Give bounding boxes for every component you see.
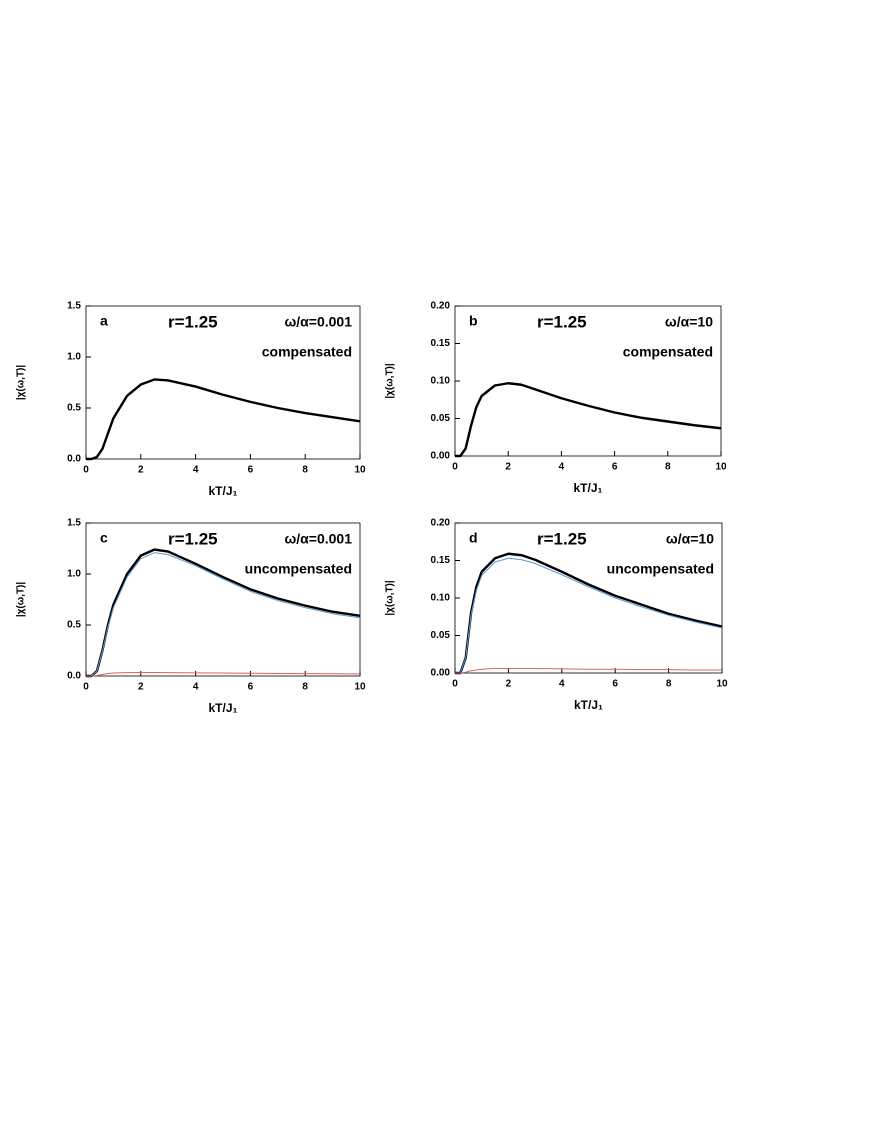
panel-label: c <box>100 530 108 546</box>
x-tick-label: 4 <box>559 679 565 690</box>
x-tick-label: 8 <box>302 682 308 693</box>
x-tick-label: 2 <box>138 465 144 476</box>
y-tick-label: 0.10 <box>431 593 451 604</box>
series-line <box>455 668 722 674</box>
y-tick-label: 1.5 <box>67 518 81 529</box>
y-axis-label: |χ(ω,T)| <box>385 363 396 399</box>
plot-frame <box>85 305 361 460</box>
y-axis-label: |χ(ω,T)| <box>385 580 396 616</box>
y-tick-label: 1.5 <box>67 301 81 312</box>
y-tick-label: 0.20 <box>431 301 451 312</box>
annotation: ω/α=0.001 <box>284 314 352 330</box>
x-tick-label: 10 <box>716 679 728 690</box>
y-tick-label: 0.00 <box>431 451 451 462</box>
x-axis-label: kT/J₁ <box>209 701 238 715</box>
x-tick-label: 8 <box>665 462 671 473</box>
y-tick-label: 0.00 <box>431 668 451 679</box>
x-tick-label: 10 <box>715 462 727 473</box>
series-line <box>455 382 722 458</box>
annotation: r=1.25 <box>537 312 587 331</box>
annotation: r=1.25 <box>168 312 218 331</box>
x-tick-label: 4 <box>193 682 199 693</box>
x-tick-label: 2 <box>506 679 512 690</box>
annotation: uncompensated <box>607 561 714 577</box>
annotation: uncompensated <box>245 561 352 577</box>
y-tick-label: 0.15 <box>431 555 451 566</box>
x-tick-label: 6 <box>248 682 254 693</box>
x-tick-label: 4 <box>559 462 565 473</box>
x-tick-label: 2 <box>505 462 511 473</box>
x-tick-label: 6 <box>612 679 618 690</box>
series-line <box>86 672 361 677</box>
y-tick-label: 0.05 <box>431 413 451 424</box>
x-axis-label: kT/J₁ <box>574 481 603 495</box>
annotation: r=1.25 <box>537 529 587 548</box>
annotation: compensated <box>623 344 713 360</box>
y-axis-label: |χ(ω,T)| <box>16 365 27 401</box>
y-tick-label: 1.0 <box>67 569 81 580</box>
panel-label: a <box>100 313 108 329</box>
y-tick-label: 0.15 <box>431 338 451 349</box>
y-tick-label: 0.10 <box>431 376 451 387</box>
panel-label: b <box>469 313 478 329</box>
x-tick-label: 8 <box>302 465 308 476</box>
x-tick-label: 2 <box>138 682 144 693</box>
x-tick-label: 4 <box>193 465 199 476</box>
x-tick-label: 10 <box>354 465 366 476</box>
y-tick-label: 0.20 <box>431 518 451 529</box>
x-tick-label: 6 <box>612 462 618 473</box>
annotation: ω/α=10 <box>665 314 713 330</box>
annotation: ω/α=10 <box>666 531 714 547</box>
panel-label: d <box>469 530 478 546</box>
annotation: r=1.25 <box>168 529 218 548</box>
plot-frame <box>85 522 361 677</box>
x-axis-label: kT/J₁ <box>209 484 238 498</box>
x-tick-label: 6 <box>248 465 254 476</box>
y-tick-label: 0.05 <box>431 630 451 641</box>
y-tick-label: 1.0 <box>67 352 81 363</box>
y-tick-label: 0.5 <box>67 403 81 414</box>
x-axis-label: kT/J₁ <box>574 698 603 712</box>
series-line <box>86 552 361 677</box>
annotation: compensated <box>262 344 352 360</box>
y-axis-label: |χ(ω,T)| <box>16 582 27 618</box>
annotation: ω/α=0.001 <box>284 531 352 547</box>
series-line <box>455 557 723 674</box>
y-tick-label: 0.0 <box>67 454 81 465</box>
x-tick-label: 10 <box>354 682 366 693</box>
x-tick-label: 0 <box>83 682 89 693</box>
y-tick-label: 0.0 <box>67 671 81 682</box>
y-tick-label: 0.5 <box>67 620 81 631</box>
series-line <box>86 378 361 461</box>
x-tick-label: 8 <box>666 679 672 690</box>
x-tick-label: 0 <box>83 465 89 476</box>
x-tick-label: 0 <box>452 679 458 690</box>
x-tick-label: 0 <box>452 462 458 473</box>
